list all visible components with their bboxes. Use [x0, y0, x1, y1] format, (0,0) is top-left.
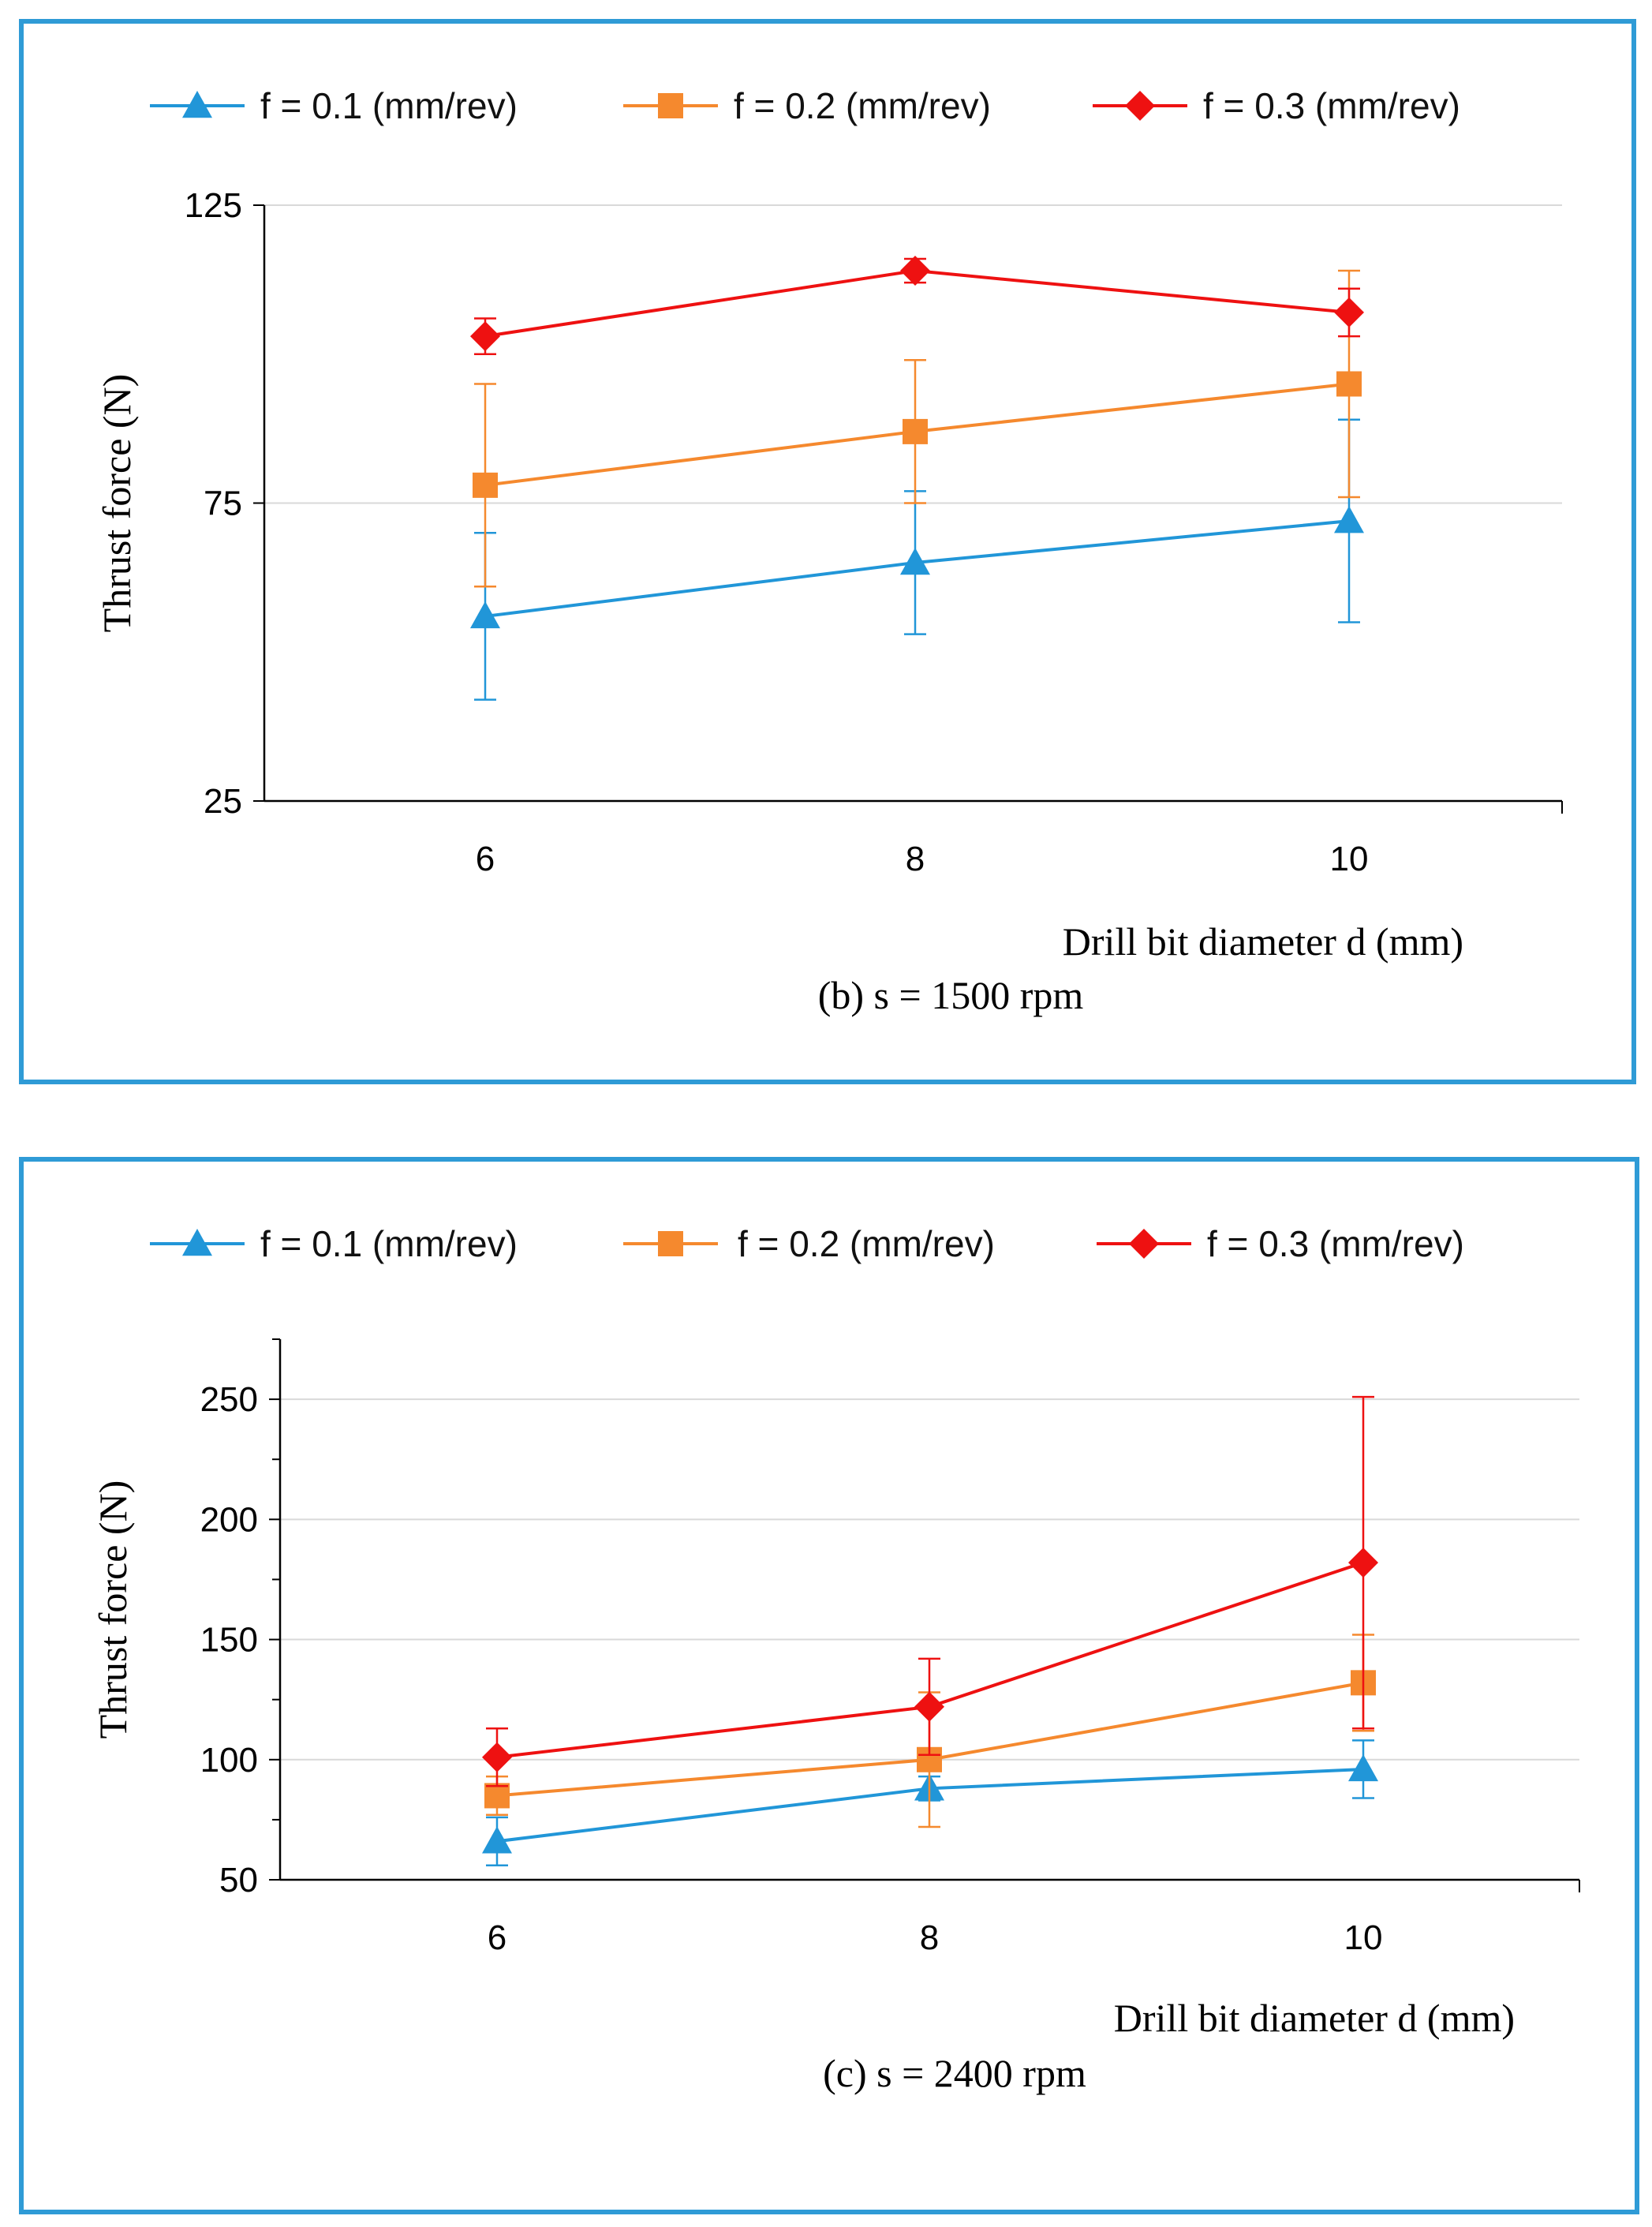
legend-label: f = 0.2 (mm/rev) [734, 85, 991, 126]
legend-label: f = 0.3 (mm/rev) [1207, 1223, 1464, 1264]
x-axis-title: Drill bit diameter d (mm) [1114, 1996, 1515, 2040]
data-point [473, 472, 498, 498]
chart-caption: (b) s = 1500 rpm [818, 973, 1084, 1017]
data-point [914, 1691, 944, 1722]
chart-panel-c: 50 100 150 200 250 6 8 10 f = 0.1 (mm/rev) f = 0.… [19, 1157, 1639, 2214]
x-axis-title: Drill bit diameter d (mm) [1063, 919, 1463, 964]
y-tick-label: 150 [200, 1621, 258, 1660]
x-tick-label: 10 [1344, 1918, 1383, 1957]
data-point [1348, 1548, 1378, 1578]
y-tick-label: 250 [200, 1380, 258, 1419]
y-tick-label: 75 [204, 485, 242, 523]
data-point [470, 601, 500, 629]
y-tick-label: 100 [200, 1741, 258, 1780]
data-point [482, 1742, 512, 1772]
data-point [470, 321, 500, 352]
chart-b-svg: 25 75 125 6 8 10 f = 0.1 (mm/rev) f = 0.2 (mm/r… [95, 85, 1563, 1017]
y-axis-title: Thrust force (N) [91, 1480, 135, 1739]
data-point [1334, 297, 1364, 328]
x-tick-label: 6 [476, 840, 495, 878]
y-axis-title: Thrust force (N) [95, 374, 139, 633]
legend-marker [1125, 91, 1155, 121]
chart-panel-b: 25 75 125 6 8 10 f = 0.1 (mm/rev) f = 0.2 (mm/r… [19, 19, 1636, 1084]
legend-label: f = 0.2 (mm/rev) [738, 1223, 995, 1264]
y-tick-label: 25 [204, 782, 242, 821]
data-point [484, 1783, 510, 1809]
legend-marker [658, 93, 683, 118]
data-point [1336, 371, 1362, 397]
legend-label: f = 0.3 (mm/rev) [1203, 85, 1460, 126]
x-tick-label: 6 [488, 1918, 506, 1957]
legend-marker [658, 1231, 683, 1256]
legend-marker [182, 91, 212, 118]
legend-label: f = 0.1 (mm/rev) [260, 1223, 518, 1264]
data-point [482, 1826, 512, 1854]
legend-label: f = 0.1 (mm/rev) [260, 85, 518, 126]
legend-marker [182, 1229, 212, 1256]
data-point [900, 256, 930, 286]
y-tick-label: 125 [185, 186, 242, 225]
legend-marker [1129, 1229, 1159, 1259]
data-point [903, 418, 928, 444]
chart-caption: (c) s = 2400 rpm [823, 2051, 1086, 2095]
chart-c-svg: 50 100 150 200 250 6 8 10 f = 0.1 (mm/rev) f = 0.… [91, 1223, 1580, 2095]
x-tick-label: 10 [1330, 840, 1369, 878]
data-point [1334, 506, 1364, 533]
data-point [1348, 1754, 1378, 1782]
y-tick-label: 50 [219, 1861, 258, 1900]
x-tick-label: 8 [920, 1918, 939, 1957]
x-tick-label: 8 [906, 840, 925, 878]
data-point [900, 548, 930, 575]
y-tick-label: 200 [200, 1500, 258, 1539]
